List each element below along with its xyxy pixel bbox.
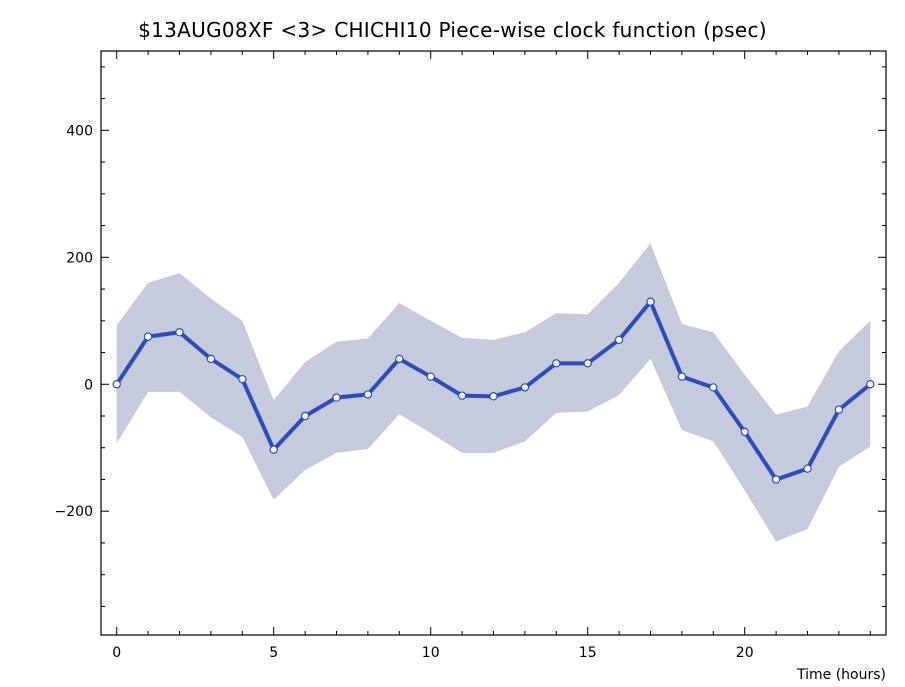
data-point <box>834 405 844 414</box>
x-tick-label: 15 <box>579 645 597 661</box>
data-point <box>395 354 404 364</box>
data-point <box>489 392 498 401</box>
y-tick-label: 0 <box>84 377 93 393</box>
data-point <box>771 475 781 484</box>
data-point <box>269 445 278 454</box>
y-tick-label: 400 <box>66 123 93 139</box>
data-point <box>143 332 153 341</box>
data-point <box>175 328 184 337</box>
x-tick-label: 20 <box>736 645 754 661</box>
data-point <box>112 380 121 389</box>
y-tick-label: 200 <box>66 250 93 266</box>
data-point <box>206 354 216 364</box>
chart-title: $13AUG08XF <3> CHICHI10 Piece-wise clock… <box>138 18 767 42</box>
data-point <box>866 380 875 389</box>
data-point <box>803 464 812 473</box>
data-point <box>426 372 435 381</box>
y-tick-label: −200 <box>55 504 93 520</box>
data-point <box>520 383 530 392</box>
data-point <box>583 359 592 368</box>
x-tick-label: 10 <box>422 645 440 661</box>
data-point <box>363 390 373 399</box>
data-point <box>552 359 561 368</box>
data-point <box>677 372 687 381</box>
data-point <box>300 411 310 421</box>
data-point <box>646 297 655 306</box>
data-point <box>709 383 718 392</box>
x-axis-label: Time (hours) <box>796 667 886 683</box>
data-point <box>457 391 467 400</box>
marker-layer <box>112 297 875 484</box>
data-point <box>614 335 624 345</box>
x-tick-label: 0 <box>112 645 121 661</box>
data-point <box>332 393 341 402</box>
x-tick-label: 5 <box>269 645 278 661</box>
data-point <box>740 427 749 437</box>
tick-layer: 0 5 10 15 20 −200 0 200 400 <box>55 51 886 661</box>
data-point <box>238 374 247 384</box>
